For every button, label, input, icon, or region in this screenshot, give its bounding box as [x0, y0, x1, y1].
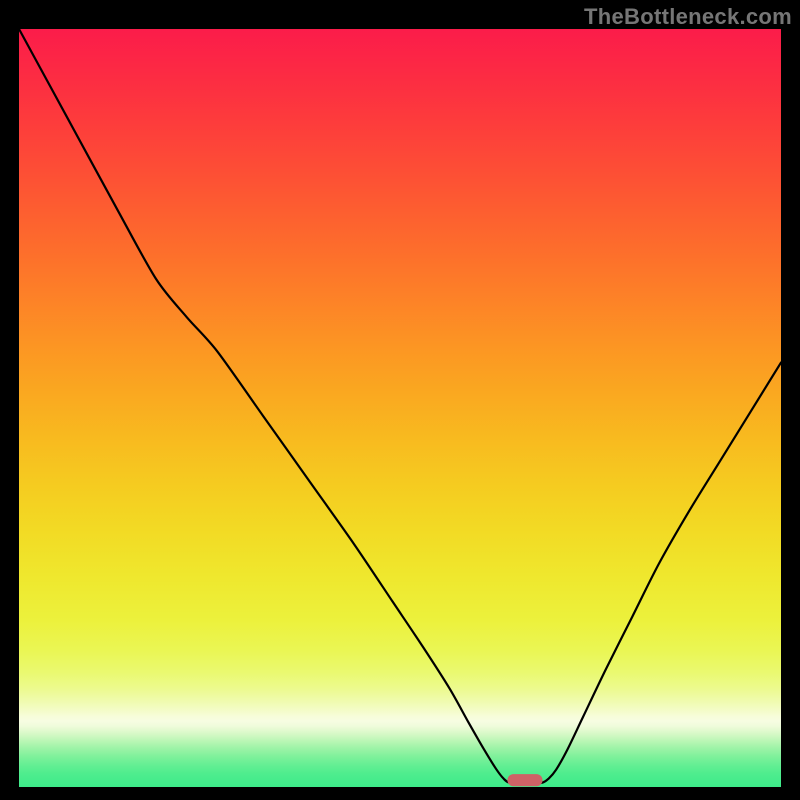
optimal-marker — [507, 774, 542, 786]
plot-svg — [19, 29, 781, 787]
gradient-background — [19, 29, 781, 787]
chart-container: TheBottleneck.com — [0, 0, 800, 800]
watermark-text: TheBottleneck.com — [584, 4, 792, 30]
